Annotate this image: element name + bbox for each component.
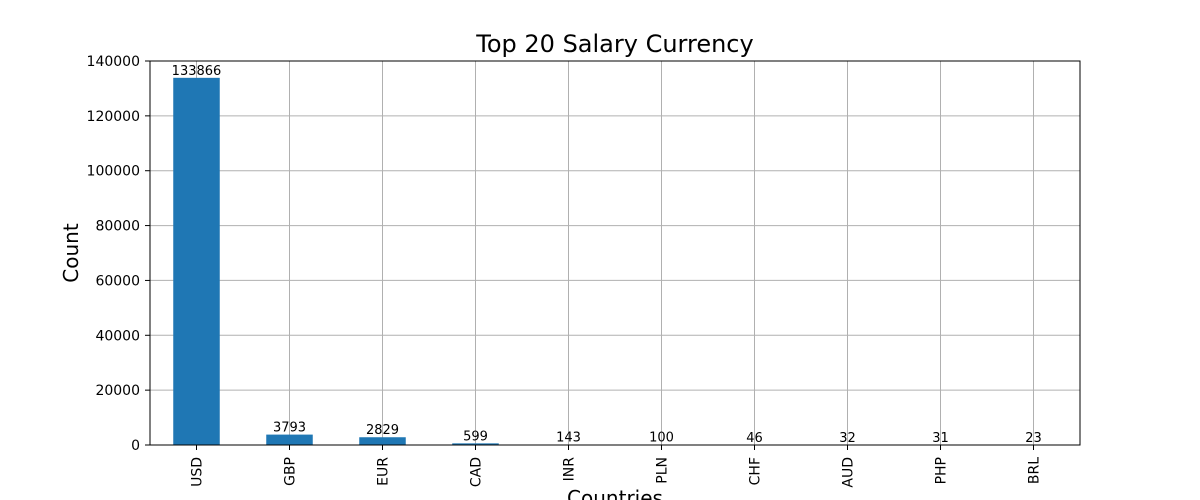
x-tick-label: BRL — [1027, 457, 1043, 484]
x-axis-label: Countries — [567, 486, 663, 500]
data-label: 3793 — [273, 421, 306, 436]
data-label: 599 — [463, 429, 488, 444]
bar-usd — [173, 77, 220, 446]
chart-title: Top 20 Salary Currency — [475, 30, 753, 58]
x-tick-label: USD — [190, 457, 206, 487]
labels-layer: 0 20000 40000 60000 80000 100000 120000 140000 1… — [87, 54, 1043, 488]
x-tick-label: PHP — [934, 457, 950, 484]
grid-layer — [150, 60, 1080, 446]
y-tick-label: 140000 — [87, 54, 140, 70]
y-tick-label: 100000 — [87, 164, 140, 180]
data-label: 46 — [746, 431, 763, 446]
plot-frame — [149, 60, 1081, 446]
x-tick-label: PLN — [655, 457, 671, 484]
bar-cad — [452, 443, 499, 445]
ticks-layer — [145, 60, 1034, 450]
bar-eur — [359, 437, 406, 445]
y-tick-label: 60000 — [95, 273, 140, 289]
data-label: 143 — [556, 431, 581, 446]
y-axis-label: Count — [59, 223, 83, 283]
x-tick-label: AUD — [841, 457, 857, 488]
bar-gbp — [266, 434, 313, 445]
x-tick-label: EUR — [376, 457, 392, 486]
data-label: 31 — [932, 431, 949, 446]
x-tick-label: INR — [562, 457, 578, 482]
y-tick-label: 40000 — [95, 328, 140, 344]
data-label: 32 — [839, 431, 856, 446]
y-tick-label: 80000 — [95, 219, 140, 235]
data-label: 100 — [649, 431, 674, 446]
y-tick-label: 0 — [131, 438, 140, 454]
x-tick-label: CAD — [469, 457, 485, 487]
x-tick-label: CHF — [748, 457, 764, 485]
data-label: 23 — [1025, 431, 1042, 446]
y-tick-label: 20000 — [95, 383, 140, 399]
data-label: 2829 — [366, 423, 399, 438]
x-tick-label: GBP — [283, 457, 299, 486]
data-label: 133866 — [172, 64, 222, 79]
y-tick-label: 120000 — [87, 109, 140, 125]
